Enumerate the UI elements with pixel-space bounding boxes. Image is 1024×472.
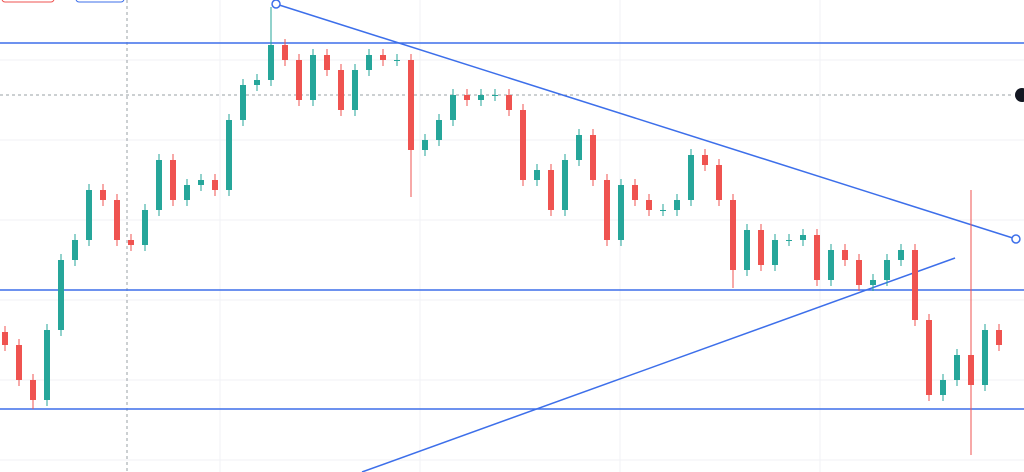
candle-body xyxy=(156,160,162,210)
candle-body xyxy=(758,230,764,265)
candle-body xyxy=(450,95,456,120)
candle-body xyxy=(254,80,260,85)
candle-body xyxy=(674,200,680,210)
candle-body xyxy=(198,180,204,185)
candle-body xyxy=(324,55,330,70)
candle-body xyxy=(520,110,526,180)
candle-body xyxy=(30,380,36,400)
candle-body xyxy=(912,250,918,320)
candle-body xyxy=(2,332,8,345)
candle-body xyxy=(828,250,834,280)
candle-body xyxy=(240,85,246,120)
candle-body xyxy=(226,120,232,190)
candle-body xyxy=(646,200,652,210)
candle-body xyxy=(184,185,190,200)
candle-body xyxy=(408,60,414,150)
button[interactable] xyxy=(75,0,125,3)
candle-body xyxy=(716,165,722,200)
price-icon[interactable] xyxy=(1015,88,1024,102)
candle-body xyxy=(436,120,442,140)
candle-body xyxy=(660,210,666,211)
candle-body xyxy=(548,170,554,210)
candle-body xyxy=(296,60,302,100)
candle-body xyxy=(100,190,106,200)
trend-handle xyxy=(1011,234,1021,244)
candle-body xyxy=(44,330,50,400)
candle-body xyxy=(968,355,974,385)
candle-body xyxy=(282,45,288,60)
candle-body xyxy=(58,260,64,330)
candle-body xyxy=(478,95,484,100)
candle-body xyxy=(422,140,428,150)
candle-body xyxy=(170,160,176,200)
candle-body xyxy=(744,230,750,270)
candle-body xyxy=(394,60,400,61)
candle-body xyxy=(786,240,792,241)
candle-body xyxy=(730,200,736,270)
candle-body xyxy=(842,250,848,260)
candle-body xyxy=(16,345,22,380)
candle-body xyxy=(604,180,610,240)
candle-body xyxy=(800,235,806,240)
candle-body xyxy=(814,235,820,280)
candle-body xyxy=(996,330,1002,345)
candle-body xyxy=(856,260,862,285)
candle-body xyxy=(492,95,498,96)
candle-body xyxy=(632,185,638,200)
candle-body xyxy=(268,45,274,80)
candle-body xyxy=(772,240,778,265)
candle-body xyxy=(142,210,148,245)
candle-body xyxy=(982,330,988,385)
candle-body xyxy=(688,155,694,200)
candle-body xyxy=(954,355,960,380)
candle-body xyxy=(576,135,582,160)
trend-handle xyxy=(271,0,281,9)
candle-body xyxy=(590,135,596,180)
candle-body xyxy=(464,95,470,100)
candle-body xyxy=(884,260,890,280)
trend-line xyxy=(275,3,1017,240)
candle-body xyxy=(352,70,358,110)
candle-body xyxy=(128,240,134,245)
candle-body xyxy=(898,250,904,260)
candle-body xyxy=(562,160,568,210)
candle-body xyxy=(366,55,372,70)
candle-body xyxy=(338,70,344,110)
candle-body xyxy=(380,55,386,60)
candle-body xyxy=(940,380,946,395)
candle-body xyxy=(114,200,120,240)
candle-body xyxy=(870,280,876,285)
candle-body xyxy=(310,55,316,100)
candle-body xyxy=(534,170,540,180)
candle-body xyxy=(618,185,624,240)
candle-body xyxy=(702,155,708,165)
candle-body xyxy=(86,190,92,240)
candle-body xyxy=(212,180,218,190)
trend-line xyxy=(361,257,956,472)
candle-body xyxy=(72,240,78,260)
candle-body xyxy=(506,95,512,110)
candle-body xyxy=(926,320,932,395)
button[interactable] xyxy=(1,0,55,3)
